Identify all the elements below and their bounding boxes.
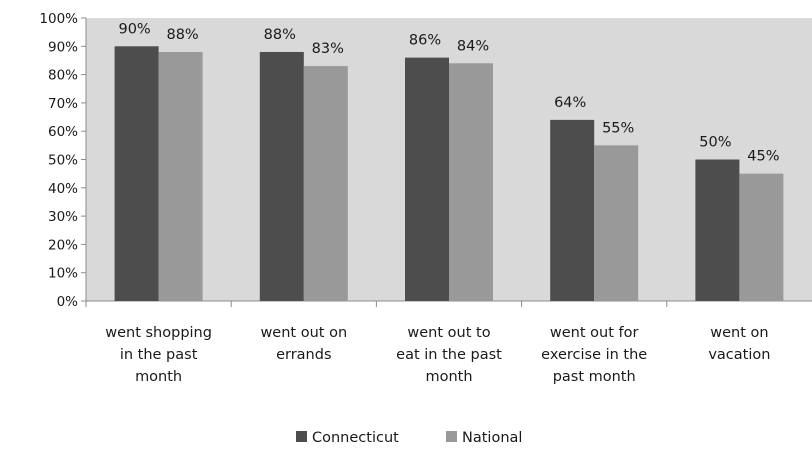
y-tick-label: 0%: [57, 294, 79, 310]
data-label-national: 83%: [312, 41, 344, 57]
bar-national: [594, 145, 639, 301]
x-category-label-line: went out on: [260, 325, 347, 341]
bar-connecticut: [405, 57, 449, 302]
bar-national: [449, 63, 493, 301]
y-tick-label: 90%: [48, 39, 78, 55]
x-category-label-line: vacation: [708, 347, 770, 363]
x-category-label: went on vacation: [708, 325, 770, 363]
x-axis: went shopping in the past month went out on…: [85, 300, 812, 385]
x-category-label-line: past month: [553, 369, 636, 385]
bar-connecticut: [550, 119, 595, 301]
data-label-national: 88%: [166, 27, 198, 43]
legend: Connecticut National: [296, 430, 522, 446]
y-tick-label: 60%: [48, 124, 78, 140]
bars: 90% 88% 88% 83% 86% 84% 64% 55% 50% 45%: [114, 21, 784, 302]
legend-swatch-national: [446, 431, 457, 442]
y-tick-label: 40%: [48, 181, 78, 197]
bar-connecticut: [114, 46, 159, 301]
y-tick-label: 10%: [48, 266, 78, 282]
x-category-label-line: exercise in the: [541, 347, 647, 363]
x-category-label-line: month: [425, 369, 472, 385]
x-category-label-line: eat in the past: [396, 347, 502, 363]
data-label-connecticut: 50%: [699, 135, 731, 151]
x-category-label-line: went shopping: [105, 325, 212, 341]
y-tick-label: 50%: [48, 153, 78, 169]
data-label-connecticut: 86%: [409, 33, 441, 49]
bar-connecticut: [695, 159, 740, 301]
bar-national: [303, 66, 348, 301]
legend-label-connecticut: Connecticut: [312, 430, 399, 446]
y-tick-label: 100%: [39, 11, 78, 27]
x-category-label-line: month: [135, 369, 182, 385]
y-tick-label: 20%: [48, 237, 78, 253]
x-category-label-line: errands: [276, 347, 331, 363]
bar-connecticut: [259, 51, 304, 302]
x-category-label-line: went out for: [550, 325, 639, 341]
y-tick-label: 70%: [48, 96, 78, 112]
x-category-label: went out for exercise in the past month: [541, 325, 647, 385]
data-label-connecticut: 90%: [118, 21, 150, 37]
bar-national: [158, 51, 203, 302]
data-label-connecticut: 88%: [264, 27, 296, 43]
data-label-national: 84%: [457, 38, 489, 54]
x-category-label: went out on errands: [260, 325, 347, 363]
x-category-label-line: in the past: [120, 347, 198, 363]
y-axis: 0% 10% 20% 30% 40% 50% 60% 70% 80% 90% 100%: [39, 11, 87, 310]
data-label-national: 45%: [747, 149, 779, 165]
x-category-label: went shopping in the past month: [105, 325, 212, 385]
y-tick-label: 30%: [48, 209, 78, 225]
data-label-national: 55%: [602, 120, 634, 136]
x-category-label-line: went on: [710, 325, 768, 341]
bar-national: [739, 173, 784, 301]
data-label-connecticut: 64%: [554, 95, 586, 111]
y-tick-label: 80%: [48, 68, 78, 84]
legend-label-national: National: [462, 430, 522, 446]
legend-swatch-connecticut: [296, 431, 307, 442]
x-category-label: went out to eat in the past month: [396, 325, 502, 385]
x-category-label-line: went out to: [407, 325, 490, 341]
